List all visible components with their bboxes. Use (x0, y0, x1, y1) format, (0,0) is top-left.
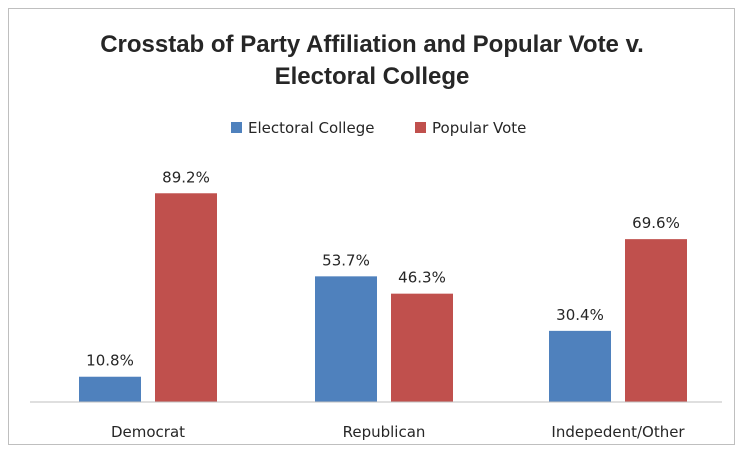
legend: Electoral College Popular Vote (231, 119, 526, 137)
data-label-republican-electoral-college: 53.7% (322, 251, 370, 269)
bar-republican-electoral-college (315, 276, 377, 402)
data-label-democrat-popular-vote: 89.2% (162, 168, 210, 186)
category-label-republican: Republican (343, 423, 426, 441)
bar-democrat-popular-vote (155, 193, 217, 402)
chart-title-line-1: Crosstab of Party Affiliation and Popula… (100, 31, 644, 58)
category-label-democrat: Democrat (111, 423, 185, 441)
bar-indepedent-other-electoral-college (549, 330, 611, 402)
data-label-indepedent-other-popular-vote: 69.6% (632, 214, 680, 232)
bar-democrat-electoral-college (79, 376, 141, 402)
data-label-democrat-electoral-college: 10.8% (86, 352, 134, 370)
legend-swatch-electoral-college (231, 122, 242, 133)
bar-republican-popular-vote (391, 293, 453, 402)
bars-group (79, 193, 687, 402)
category-labels-group: Democrat Republican Indepedent/Other (111, 423, 685, 441)
data-label-indepedent-other-electoral-college: 30.4% (556, 306, 604, 324)
data-labels-group: 10.8% 89.2% 53.7% 46.3% 30.4% 69.6% (86, 168, 680, 369)
category-label-indepedent-other: Indepedent/Other (551, 423, 685, 441)
legend-label-popular-vote: Popular Vote (432, 119, 526, 137)
legend-label-electoral-college: Electoral College (248, 119, 374, 137)
legend-swatch-popular-vote (415, 122, 426, 133)
data-label-republican-popular-vote: 46.3% (398, 269, 446, 287)
bar-indepedent-other-popular-vote (625, 239, 687, 402)
chart-title-line-2: Electoral College (275, 63, 470, 90)
